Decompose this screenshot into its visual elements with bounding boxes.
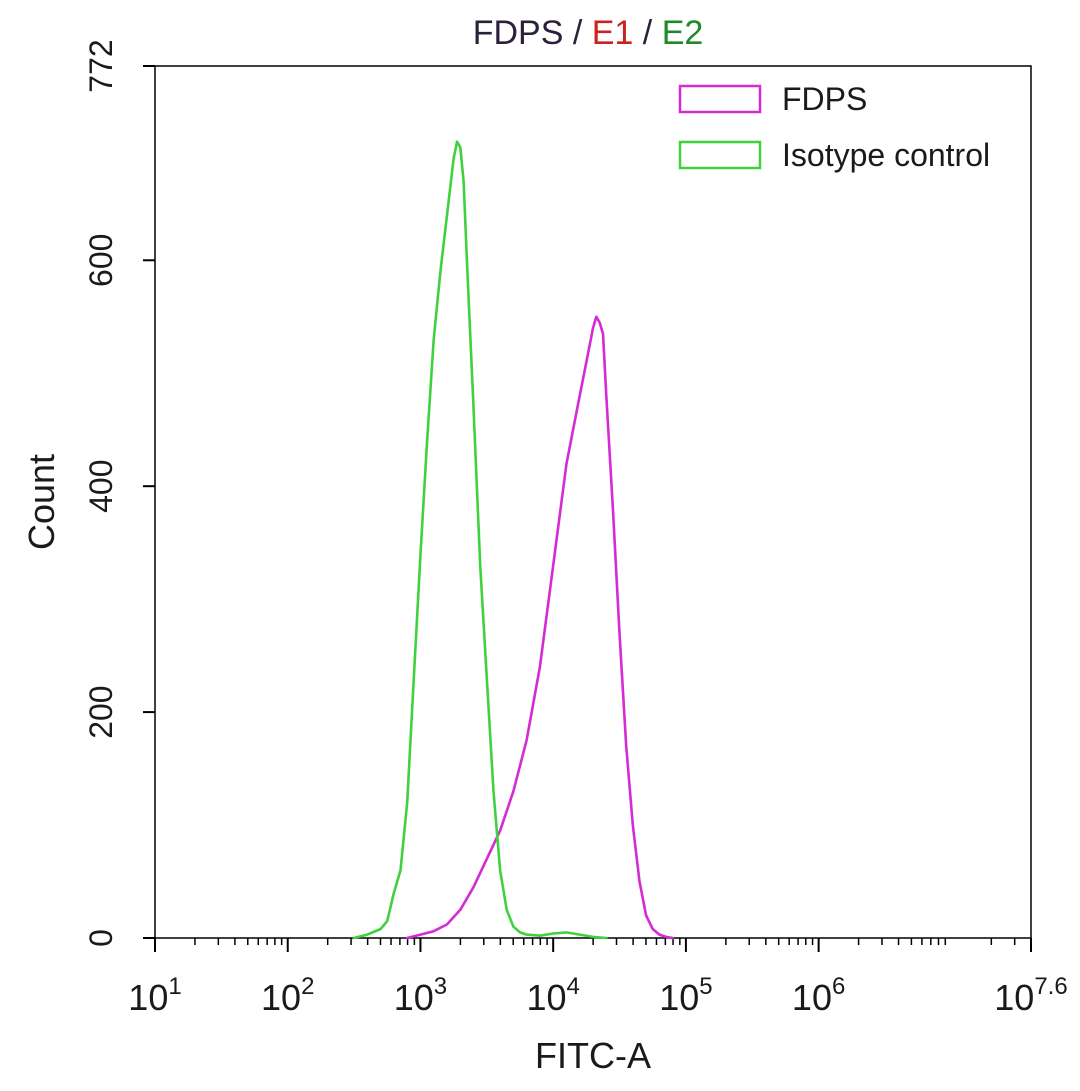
- x-tick-label-4: 104: [526, 973, 579, 1018]
- legend: FDPS Isotype control: [678, 81, 990, 173]
- x-tick-label-2: 102: [261, 973, 314, 1018]
- x-tick-label-5: 105: [659, 973, 712, 1018]
- legend-label-1: Isotype control: [782, 137, 990, 173]
- x-tick-label-3: 103: [394, 973, 447, 1018]
- y-tick-label-0: 0: [83, 929, 119, 947]
- legend-label-0: FDPS: [782, 81, 867, 117]
- y-tick-label-200: 200: [83, 685, 119, 738]
- x-tick-label-7.6: 107.6: [994, 973, 1067, 1018]
- legend-swatch-1: [678, 140, 762, 170]
- series-line-0: [405, 315, 674, 940]
- legend-swatch-0: [678, 84, 762, 114]
- title-part-4: E2: [662, 14, 704, 52]
- plot-area-border: [154, 65, 1032, 939]
- title-part-1: /: [563, 14, 591, 52]
- y-tick-label-772: 772: [83, 39, 119, 92]
- chart-title: FDPS / E1 / E2: [473, 14, 704, 52]
- x-axis: 101 102 103 104 105 106 107.6: [128, 938, 1068, 1018]
- y-tick-label-600: 600: [83, 234, 119, 287]
- series-line-1: [352, 140, 608, 940]
- x-tick-label-1: 101: [128, 973, 181, 1018]
- plot-frame: [154, 65, 1032, 939]
- x-tick-label-6: 106: [792, 973, 845, 1018]
- y-tick-label-400: 400: [83, 459, 119, 512]
- y-axis: 0 200 400 600 772: [83, 39, 155, 947]
- title-part-2: E1: [592, 14, 634, 52]
- series-layer: [352, 140, 674, 940]
- title-part-3: /: [633, 14, 661, 52]
- title-part-0: FDPS: [473, 14, 564, 52]
- y-axis-label: Count: [21, 454, 62, 550]
- x-axis-label: FITC-A: [535, 1035, 651, 1076]
